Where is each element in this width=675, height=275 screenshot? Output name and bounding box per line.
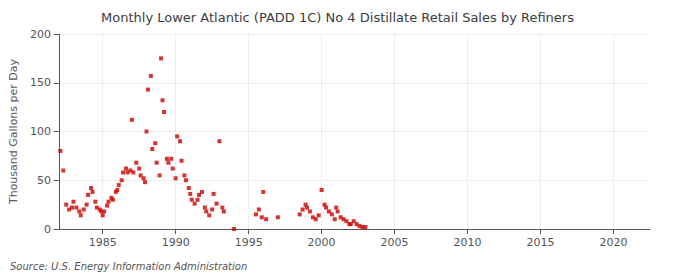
svg-text:1995: 1995 [235, 236, 263, 249]
svg-text:1990: 1990 [162, 236, 190, 249]
svg-text:150: 150 [30, 76, 51, 89]
svg-text:2020: 2020 [600, 236, 628, 249]
svg-text:Monthly Lower Atlantic (PADD 1: Monthly Lower Atlantic (PADD 1C) No 4 Di… [101, 10, 574, 25]
svg-text:100: 100 [30, 125, 51, 138]
svg-text:1985: 1985 [89, 236, 117, 249]
svg-text:2005: 2005 [381, 236, 409, 249]
svg-text:2000: 2000 [308, 236, 336, 249]
svg-text:2010: 2010 [454, 236, 482, 249]
svg-text:2015: 2015 [527, 236, 555, 249]
svg-text:Thousand Gallons per Day: Thousand Gallons per Day [7, 58, 20, 205]
svg-text:Source: U.S. Energy Informatio: Source: U.S. Energy Information Administ… [10, 261, 247, 272]
svg-text:50: 50 [37, 174, 51, 187]
svg-text:200: 200 [30, 28, 51, 41]
svg-text:0: 0 [44, 223, 51, 236]
